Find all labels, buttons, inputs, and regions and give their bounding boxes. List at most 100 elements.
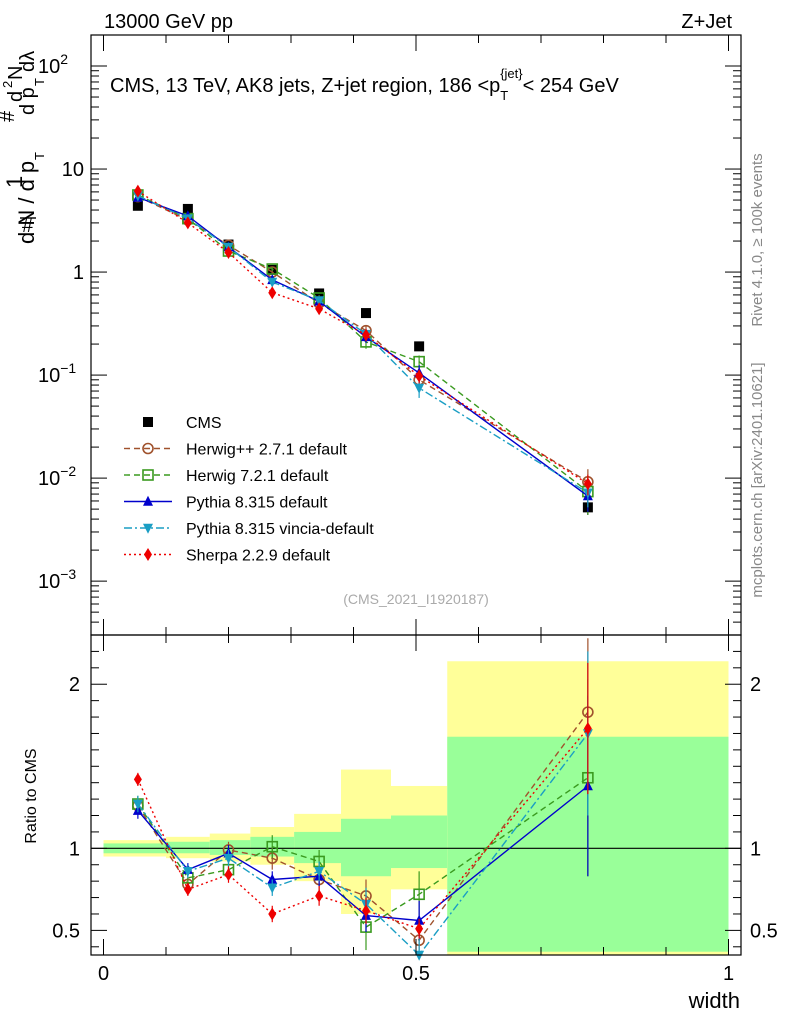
data-point-sherpa [133, 184, 142, 198]
data-point-cms [182, 203, 193, 214]
ratio-band-inner [294, 831, 341, 864]
ratio-line-herwigpp [137, 711, 589, 942]
legend-label-cms: CMS [186, 415, 222, 432]
ratio-point-sherpa [362, 904, 370, 918]
data-point-vincia [314, 296, 325, 307]
legend-item-herwigpp: Herwig++ 2.7.1 default [124, 442, 348, 459]
main-y-tick-mantissa: 10 [38, 468, 60, 490]
main-y-tick-exponent: −2 [60, 463, 76, 479]
main-y-tick-exponent: −1 [60, 360, 76, 376]
main-y-axis-title-part: 2 [0, 81, 15, 88]
chart-title-subscript: T [500, 88, 508, 103]
ratio-point-vincia [223, 853, 234, 864]
chart-title-suffix: < 254 GeV [523, 75, 620, 97]
ratio-point-vincia [414, 950, 425, 961]
series-line-herwig7 [137, 194, 589, 493]
legend-item-herwig7: Herwig 7.2.1 default [124, 468, 329, 485]
ratio-y-tick-label-right: 2 [750, 674, 761, 696]
ratio-point-sherpa [224, 868, 233, 882]
legend-item-cms: CMS [143, 415, 222, 432]
ratio-point-vincia [267, 883, 278, 894]
ratio-point-sherpa [183, 882, 192, 896]
x-tick-label: 0 [98, 963, 109, 985]
main-y-axis-title-part: 1 [2, 176, 27, 188]
main-y-tick-label: 1 [73, 262, 84, 284]
source-label: mcplots.cern.ch [arXiv:2401.10621] [749, 362, 766, 597]
ratio-point-sherpa [268, 907, 277, 921]
ratio-y-tick-label-left: 0.5 [52, 920, 80, 942]
main-y-tick-mantissa: 10 [62, 159, 84, 181]
data-point-sherpa [224, 245, 233, 259]
main-y-axis-title-part: N [5, 66, 27, 80]
legend-marker-herwig7 [142, 469, 154, 481]
ratio-point-vincia [132, 799, 143, 810]
main-y-tick-mantissa: 1 [73, 262, 84, 284]
legend-item-vincia: Pythia 8.315 vincia-default [124, 521, 374, 538]
main-y-axis-title-part: dλ [17, 51, 39, 72]
x-axis-title: width [688, 988, 740, 1013]
ratio-ticks: 0.5 0.5 1 1 2 2 [52, 650, 778, 948]
main-y-axis-title-part: # [22, 215, 34, 237]
main-y-axis-title-part: T [32, 152, 47, 160]
legend-marker-cms [143, 417, 153, 427]
legend-label-vincia: Pythia 8.315 vincia-default [186, 521, 374, 538]
ratio-point-sherpa [315, 889, 324, 903]
data-point-cms [361, 308, 371, 319]
main-y-tick-label: 102 [38, 51, 68, 78]
chart-title: CMS, 13 TeV, AK8 jets, Z+jet region, 186… [110, 66, 619, 103]
data-point-herwig7 [266, 263, 279, 275]
ratio-point-vincia [182, 867, 193, 878]
main-y-tick-exponent: 2 [60, 51, 68, 67]
ratio-y-tick-label-left: 2 [69, 674, 80, 696]
legend: CMS Herwig++ 2.7.1 default Herwig 7.2.1 de… [124, 415, 374, 565]
ratio-point-herwig7 [266, 840, 279, 853]
ratio-line-vincia [137, 733, 589, 957]
process-label: Z+Jet [681, 11, 732, 33]
main-y-axis-title-part: d p [17, 87, 39, 115]
main-y-tick-label: 10−1 [38, 360, 76, 387]
data-point-cms [414, 341, 425, 352]
main-y-tick-label: 10−3 [38, 566, 76, 593]
ratio-y-axis-title: Ratio to CMS [23, 748, 40, 843]
main-y-axis-title-part: d N / d p [14, 161, 39, 244]
x-tick-label: 1 [723, 963, 734, 985]
data-point-sherpa [583, 477, 592, 491]
ratio-line-pythia [137, 785, 589, 922]
main-y-tick-mantissa: 10 [38, 365, 60, 387]
legend-label-pythia: Pythia 8.315 default [186, 495, 328, 512]
ratio-point-herwig7 [413, 888, 425, 901]
chart-title-prefix: CMS, 13 TeV, AK8 jets, Z+jet region, 186… [110, 75, 500, 97]
series-line-vincia [137, 195, 589, 494]
legend-label-sherpa: Sherpa 2.2.9 default [186, 548, 331, 565]
ratio-y-tick-label-right: 1 [750, 838, 761, 860]
legend-marker-pythia [143, 495, 153, 506]
analysis-watermark: (CMS_2021_I1920187) [343, 591, 489, 607]
legend-item-sherpa: Sherpa 2.2.9 default [124, 548, 331, 565]
ratio-line-herwig7 [137, 777, 589, 929]
main-y-axis-title: # d N / d p T 1 d p T dλ # d 2 N [0, 51, 47, 244]
ratio-band-inner [166, 841, 210, 854]
data-point-sherpa [315, 302, 324, 316]
main-y-tick-exponent: −3 [60, 566, 76, 582]
legend-marker-vincia [143, 523, 153, 534]
main-y-axis-title-part: # [0, 110, 19, 122]
ratio-series-group [132, 638, 594, 961]
data-point-sherpa [362, 328, 370, 342]
x-ticks: 0 0.5 1 [98, 635, 734, 985]
series-sherpa [133, 184, 592, 496]
ratio-y-tick-label-right: 0.5 [750, 920, 778, 942]
data-point-vincia [267, 277, 278, 288]
data-point-cms [132, 200, 143, 211]
main-y-axis-title-part: T [32, 78, 47, 86]
energy-label: 13000 GeV pp [104, 11, 233, 33]
ratio-point-sherpa [583, 722, 592, 736]
main-y-tick-label: 10−2 [38, 463, 76, 490]
chart-title-superscript: {jet} [500, 66, 523, 81]
data-point-sherpa [268, 286, 277, 300]
series-line-pythia [137, 196, 589, 497]
main-y-tick-mantissa: 10 [38, 571, 60, 593]
ratio-band-inner [209, 840, 251, 855]
x-tick-label: 0.5 [402, 963, 430, 985]
ratio-point-pythia [267, 873, 278, 884]
